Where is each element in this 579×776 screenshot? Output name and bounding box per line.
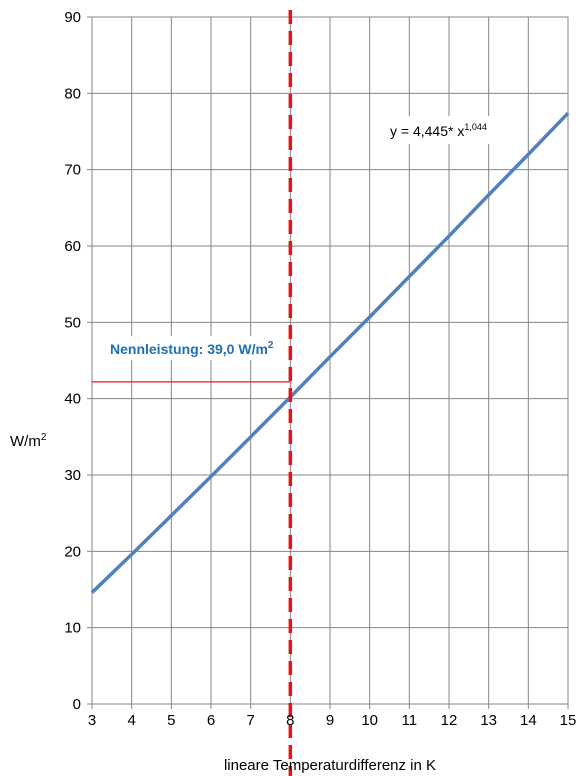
equation-box bbox=[384, 116, 510, 144]
rated-power-box bbox=[104, 336, 288, 360]
y-tick-label: 20 bbox=[64, 543, 81, 560]
x-tick-label: 3 bbox=[88, 712, 96, 729]
x-tick-label: 12 bbox=[441, 712, 458, 729]
x-tick-label: 13 bbox=[480, 712, 497, 729]
axis-labels: 3 4 5 6 7 8 9 10 11 12 13 14 15 0 10 20 30 40 50 60 70 80 90 bbox=[64, 9, 576, 729]
rated-power-sup: 2 bbox=[268, 340, 274, 351]
x-tick-label: 4 bbox=[127, 712, 135, 729]
rated-power-text: Nennleistung: 39,0 W/m bbox=[110, 341, 268, 357]
plot-marks bbox=[90, 10, 570, 776]
x-tick-label: 5 bbox=[167, 712, 175, 729]
y-tick-label: 40 bbox=[64, 391, 81, 408]
y-tick-label: 0 bbox=[73, 696, 81, 713]
x-tick-label: 11 bbox=[402, 712, 418, 729]
x-tick-label: 10 bbox=[361, 712, 378, 729]
y-axis-label: W/m bbox=[10, 433, 41, 450]
y-tick-label: 30 bbox=[64, 467, 81, 484]
equation-text: y = 4,445* x bbox=[390, 123, 464, 139]
y-tick-label: 60 bbox=[64, 238, 81, 255]
y-tick-label: 10 bbox=[64, 620, 81, 637]
power-curve bbox=[90, 111, 570, 594]
equation-annotation: y = 4,445* x1,044 bbox=[384, 116, 510, 144]
y-tick-label: 50 bbox=[64, 314, 81, 331]
x-axis-label: lineare Temperaturdifferenz in K bbox=[224, 757, 436, 774]
equation-exponent: 1,044 bbox=[464, 122, 487, 132]
x-tick-label: 15 bbox=[560, 712, 577, 729]
x-tick-label: 9 bbox=[326, 712, 334, 729]
svg-text:y = 4,445* x1,044: y = 4,445* x1,044 bbox=[390, 122, 487, 139]
y-tick-label: 70 bbox=[64, 162, 81, 179]
y-tick-label: 80 bbox=[64, 85, 81, 102]
y-tick-label: 90 bbox=[64, 9, 81, 26]
y-axis-label-sup: 2 bbox=[41, 432, 47, 443]
x-tick-label: 7 bbox=[246, 712, 254, 729]
x-tick-label: 6 bbox=[207, 712, 215, 729]
rated-power-annotation: Nennleistung: 39,0 W/m2 bbox=[104, 336, 288, 360]
x-tick-label: 14 bbox=[520, 712, 537, 729]
svg-text:Nennleistung: 39,0 W/m2: Nennleistung: 39,0 W/m2 bbox=[110, 340, 274, 357]
x-tick-label: 8 bbox=[286, 712, 294, 729]
svg-text:W/m2: W/m2 bbox=[10, 432, 47, 450]
